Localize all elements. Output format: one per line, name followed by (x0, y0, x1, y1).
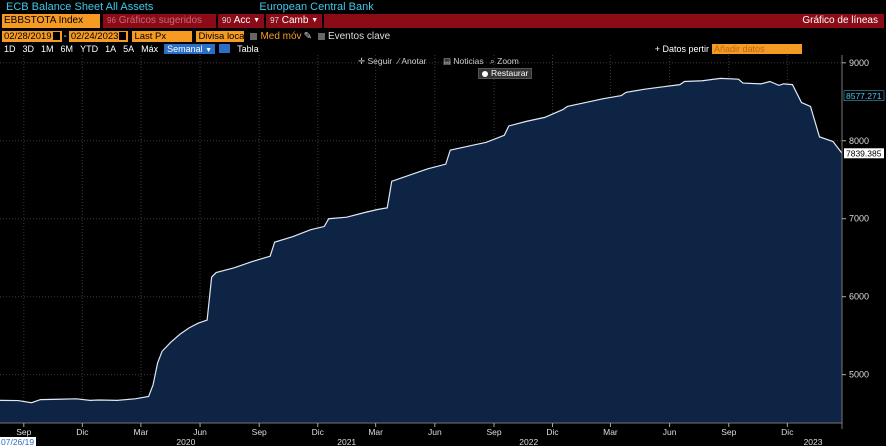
crosshair-icon: ✛ (358, 56, 366, 66)
moving-average-label[interactable]: Med móv (260, 30, 302, 42)
chart-type-button[interactable]: Gráfico de líneas (324, 13, 884, 28)
bank-name: European Central Bank (259, 0, 374, 13)
start-date-label-bg (0, 437, 36, 446)
chart-title: ECB Balance Sheet All Assets (6, 0, 154, 13)
period-3d[interactable]: 3D (22, 43, 35, 54)
x-tick-label: Mar (368, 427, 383, 437)
start-date-value: 02/28/2019 (4, 30, 52, 42)
currency-select[interactable]: Divisa local (196, 30, 245, 42)
x-tick-label: Dic (312, 427, 325, 437)
x-tick-label: Sep (486, 427, 501, 437)
y-tick-label: 7000 (849, 214, 869, 224)
follow-label: Seguir (367, 56, 393, 66)
annotate-tool[interactable]: ⁄ Anotar (398, 56, 426, 66)
news-icon: ▤ (443, 56, 452, 66)
chevron-down-icon: ▼ (205, 46, 213, 54)
acc-label: Acc (233, 15, 251, 26)
x-tick-label: Dic (781, 427, 794, 437)
frequency-select[interactable]: Semanal ▼ (164, 43, 216, 54)
period-1d[interactable]: 1D (4, 43, 16, 54)
x-tick-label: Mar (134, 427, 149, 437)
zoom-label: Zoom (497, 56, 519, 66)
x-tick-label: Sep (252, 427, 267, 437)
add-data-input[interactable]: Añadir datos (712, 43, 802, 54)
period-1m[interactable]: 1M (41, 43, 54, 54)
x-tick-label: Dic (546, 427, 559, 437)
controls-row: 02/28/2019 - 02/24/2023 Last Px Divisa l… (0, 30, 886, 42)
period-6m[interactable]: 6M (60, 43, 74, 54)
annotate-label: Anotar (401, 56, 427, 66)
area-chart[interactable]: 5000 6000 7000 8000 9000 Sep Dic Mar Jun Sep Dic Ma… (0, 55, 886, 446)
checkbox-icon[interactable] (317, 32, 325, 40)
restore-button[interactable]: Restaurar (478, 68, 532, 79)
chevron-down-icon: ▼ (311, 17, 319, 24)
year-label: 2022 (519, 437, 538, 446)
suggested-label: Gráficos sugeridos (118, 15, 203, 26)
last-value-bg (844, 148, 884, 159)
chart-type-label: Gráfico de líneas (802, 15, 878, 26)
x-tick-label: Sep (16, 427, 31, 437)
end-date-value: 02/24/2023 (70, 30, 119, 42)
y-tick-label: 9000 (849, 58, 869, 68)
pen-icon: ⁄ (398, 56, 400, 66)
period-ytd[interactable]: YTD (80, 43, 99, 54)
last-value-label: 7839.385 (846, 148, 882, 158)
x-tick-label: Jun (663, 427, 677, 437)
x-tick-label: Dic (76, 427, 89, 437)
x-tick-label: Sep (721, 427, 736, 437)
period-1a[interactable]: 1A (105, 43, 117, 54)
year-label: 2021 (337, 437, 356, 446)
acc-number: 90 (222, 16, 231, 25)
camb-number: 97 (270, 16, 279, 25)
chevron-down-icon: ▼ (253, 17, 261, 24)
period-max[interactable]: Máx (141, 43, 159, 54)
calendar-icon (52, 31, 60, 40)
highlight-value-bg (843, 90, 885, 102)
x-tick-label: Jun (193, 427, 207, 437)
x-tick-label: Mar (603, 427, 618, 437)
year-label: 2020 (176, 437, 195, 446)
camb-button[interactable]: 97 Camb ▼ (266, 13, 323, 28)
key-events-label[interactable]: Eventos clave (327, 30, 391, 42)
series-line[interactable] (0, 77, 843, 404)
news-tool[interactable]: ▤ Noticias (443, 56, 484, 67)
line-chart-icon[interactable] (219, 44, 231, 53)
camb-label: Camb (281, 15, 309, 26)
suggested-number: 96 (107, 16, 116, 25)
chart-area[interactable]: 5000 6000 7000 8000 9000 Sep Dic Mar Jun Sep Dic Ma… (0, 55, 886, 446)
ticker-field[interactable]: EBBSTOTA Index (2, 13, 100, 28)
y-tick-label: 5000 (849, 370, 869, 380)
checkbox-icon[interactable] (250, 32, 258, 40)
x-tick-label: Jun (428, 427, 442, 437)
news-label: Noticias (453, 56, 484, 66)
end-date-field[interactable]: 02/24/2023 (68, 30, 129, 42)
zoom-tool[interactable]: ⌕ Zoom (490, 56, 519, 67)
magnifier-icon: ⌕ (490, 56, 495, 66)
year-label: 2023 (804, 437, 823, 446)
suggested-charts-button[interactable]: 96 Gráficos sugeridos (103, 13, 216, 28)
add-data-button[interactable]: + Datos pertir (654, 43, 709, 54)
acc-button[interactable]: 90 Acc ▼ (218, 13, 265, 28)
period-row: 1D 3D 1M 6M YTD 1A 5A Máx Semanal ▼ Tabl… (0, 43, 886, 54)
pencil-icon[interactable]: ✎ (303, 30, 312, 42)
toolbar: EBBSTOTA Index 96 Gráficos sugeridos 90 … (0, 13, 886, 28)
restore-icon (482, 70, 488, 77)
follow-tool[interactable]: ✛ Seguir (358, 56, 392, 67)
y-tick-label: 6000 (849, 292, 869, 302)
field-select[interactable]: Last Px (132, 30, 193, 42)
calendar-icon (119, 31, 127, 40)
date-separator: - (63, 30, 67, 42)
start-date-field[interactable]: 02/28/2019 (2, 30, 62, 42)
title-row: ECB Balance Sheet All Assets European Ce… (0, 0, 886, 13)
series-area (0, 78, 842, 423)
field-value: Last Px (134, 30, 167, 42)
table-button[interactable]: Tabla (237, 43, 259, 54)
frequency-value: Semanal (167, 43, 203, 54)
highlight-value-label: 8577.271 (846, 91, 882, 101)
currency-value: Divisa local (198, 30, 245, 42)
y-tick-label: 8000 (849, 136, 869, 146)
restore-label: Restaurar (491, 68, 529, 78)
period-5a[interactable]: 5A (123, 43, 135, 54)
start-date-label: 07/26/19 (1, 437, 34, 446)
